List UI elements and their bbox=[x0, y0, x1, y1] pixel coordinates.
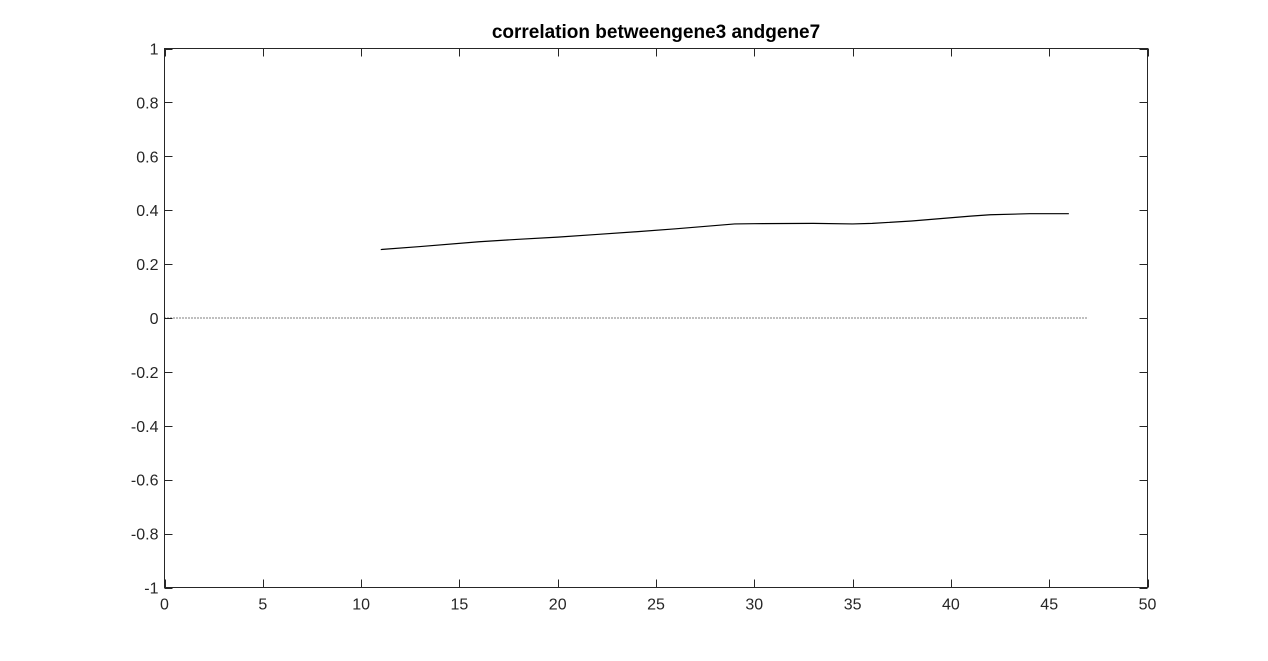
y-tick-label: 0.4 bbox=[136, 203, 158, 220]
y-tick-label: -0.8 bbox=[131, 527, 159, 544]
x-axis: 0 5 10 15 20 25 30 35 40 45 50 bbox=[160, 48, 1157, 614]
x-tick-label: 5 bbox=[258, 597, 267, 614]
chart-title: correlation betweengene3 andgene7 bbox=[492, 22, 820, 43]
x-tick-label: 45 bbox=[1040, 597, 1058, 614]
y-tick-label: 0.2 bbox=[136, 257, 158, 274]
y-tick-label: 1 bbox=[150, 42, 159, 59]
x-tick-label: 25 bbox=[647, 597, 665, 614]
y-tick-label: 0.8 bbox=[136, 95, 158, 112]
y-axis: -1 -0.8 -0.6 -0.4 -0.2 0 0.2 0.4 0.6 0.8 1 bbox=[131, 42, 1148, 598]
y-tick-label: -0.2 bbox=[131, 365, 159, 382]
y-tick-label: 0 bbox=[150, 311, 159, 328]
y-tick-label: 0.6 bbox=[136, 149, 158, 166]
y-tick-label: -0.6 bbox=[131, 473, 159, 490]
x-tick-label: 30 bbox=[745, 597, 763, 614]
x-tick-label: 20 bbox=[549, 597, 567, 614]
x-tick-label: 0 bbox=[160, 597, 169, 614]
correlation-series-line bbox=[380, 213, 1069, 251]
x-tick-label: 50 bbox=[1139, 597, 1157, 614]
y-tick-label: -0.4 bbox=[131, 419, 159, 436]
y-tick-label: -1 bbox=[144, 581, 158, 598]
x-tick-label: 40 bbox=[942, 597, 960, 614]
x-tick-label: 35 bbox=[844, 597, 862, 614]
x-tick-label: 10 bbox=[352, 597, 370, 614]
series-layer bbox=[164, 213, 1089, 319]
x-tick-label: 15 bbox=[451, 597, 469, 614]
